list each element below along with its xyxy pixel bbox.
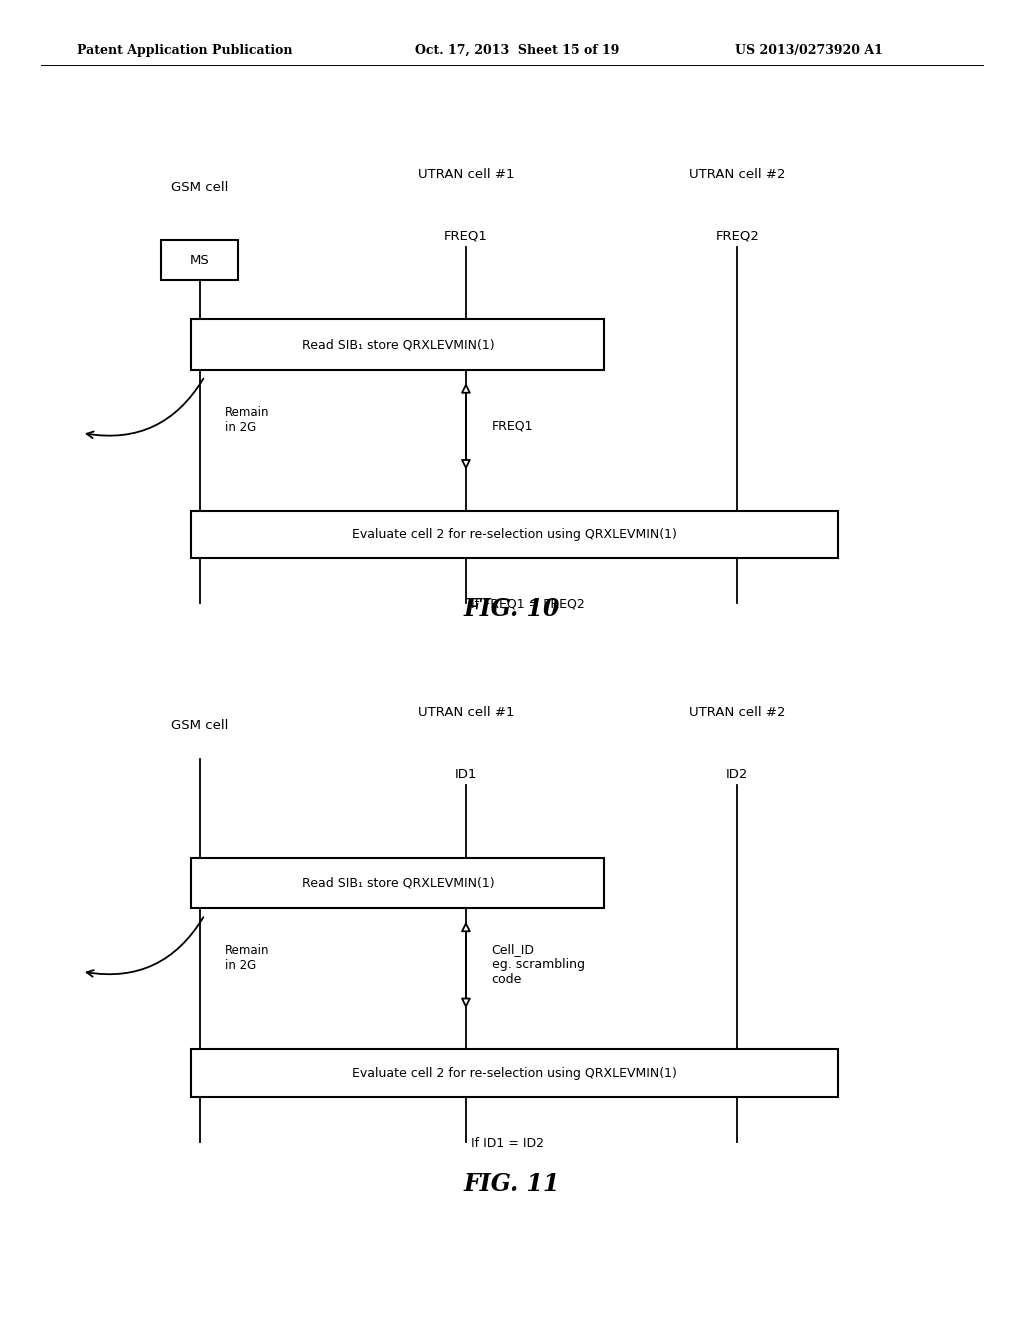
Text: FIG. 11: FIG. 11	[464, 1172, 560, 1196]
Text: MS: MS	[189, 253, 210, 267]
Text: If ID1 = ID2: If ID1 = ID2	[471, 1137, 544, 1150]
Text: FREQ1: FREQ1	[444, 230, 487, 243]
Text: Evaluate cell 2 for re-selection using QRXLEVMIN(1): Evaluate cell 2 for re-selection using Q…	[352, 528, 677, 541]
Text: Remain
in 2G: Remain in 2G	[225, 405, 269, 434]
Text: FREQ1: FREQ1	[492, 420, 534, 433]
Text: US 2013/0273920 A1: US 2013/0273920 A1	[735, 44, 883, 57]
FancyBboxPatch shape	[191, 511, 838, 558]
Text: Patent Application Publication: Patent Application Publication	[77, 44, 292, 57]
Text: Remain
in 2G: Remain in 2G	[225, 944, 269, 973]
Text: Read SIB₁ store QRXLEVMIN(1): Read SIB₁ store QRXLEVMIN(1)	[301, 338, 495, 351]
FancyBboxPatch shape	[191, 858, 604, 908]
Text: If FREQ1 = FREQ2: If FREQ1 = FREQ2	[471, 598, 585, 611]
FancyBboxPatch shape	[191, 1049, 838, 1097]
Text: ID2: ID2	[726, 768, 749, 781]
Text: Cell_ID
eg. scrambling
code: Cell_ID eg. scrambling code	[492, 944, 585, 986]
FancyBboxPatch shape	[162, 240, 238, 280]
Text: GSM cell: GSM cell	[171, 719, 228, 733]
Text: UTRAN cell #1: UTRAN cell #1	[418, 168, 514, 181]
Text: FREQ2: FREQ2	[716, 230, 759, 243]
Text: Evaluate cell 2 for re-selection using QRXLEVMIN(1): Evaluate cell 2 for re-selection using Q…	[352, 1067, 677, 1080]
Text: ID1: ID1	[455, 768, 477, 781]
Text: UTRAN cell #2: UTRAN cell #2	[689, 168, 785, 181]
FancyBboxPatch shape	[191, 319, 604, 370]
Text: FIG. 10: FIG. 10	[464, 597, 560, 620]
Text: GSM cell: GSM cell	[171, 181, 228, 194]
Text: UTRAN cell #1: UTRAN cell #1	[418, 706, 514, 719]
Text: UTRAN cell #2: UTRAN cell #2	[689, 706, 785, 719]
Text: Read SIB₁ store QRXLEVMIN(1): Read SIB₁ store QRXLEVMIN(1)	[301, 876, 495, 890]
Text: Oct. 17, 2013  Sheet 15 of 19: Oct. 17, 2013 Sheet 15 of 19	[415, 44, 620, 57]
